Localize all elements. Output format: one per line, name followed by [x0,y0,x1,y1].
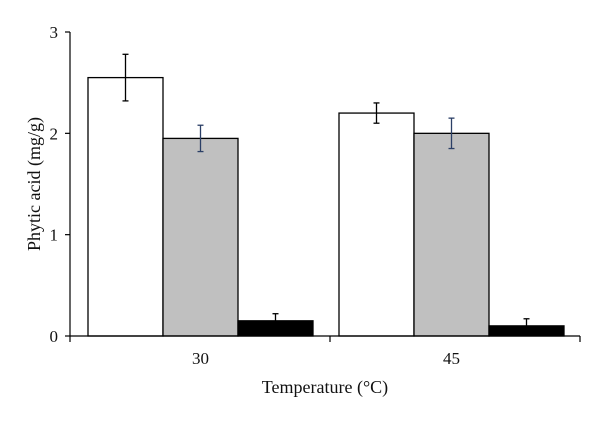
bars-group [87,76,565,337]
bar [338,112,415,337]
x-tick-label: 30 [192,349,209,368]
x-axis-title: Temperature (°C) [262,377,388,398]
bar [162,137,239,337]
bar [87,76,164,337]
bar [413,132,490,337]
y-axis-ticks: 0 1 2 3 [50,23,70,346]
y-axis-title: Phytic acid (mg/g) [24,117,45,251]
y-tick-label: 0 [50,327,59,346]
y-tick-label: 1 [50,226,59,245]
y-tick-label: 2 [50,124,59,143]
x-tick-label: 45 [443,349,460,368]
y-tick-label: 3 [50,23,59,42]
x-axis-ticks: 30 45 [69,336,581,368]
error-bars-group [122,53,530,334]
